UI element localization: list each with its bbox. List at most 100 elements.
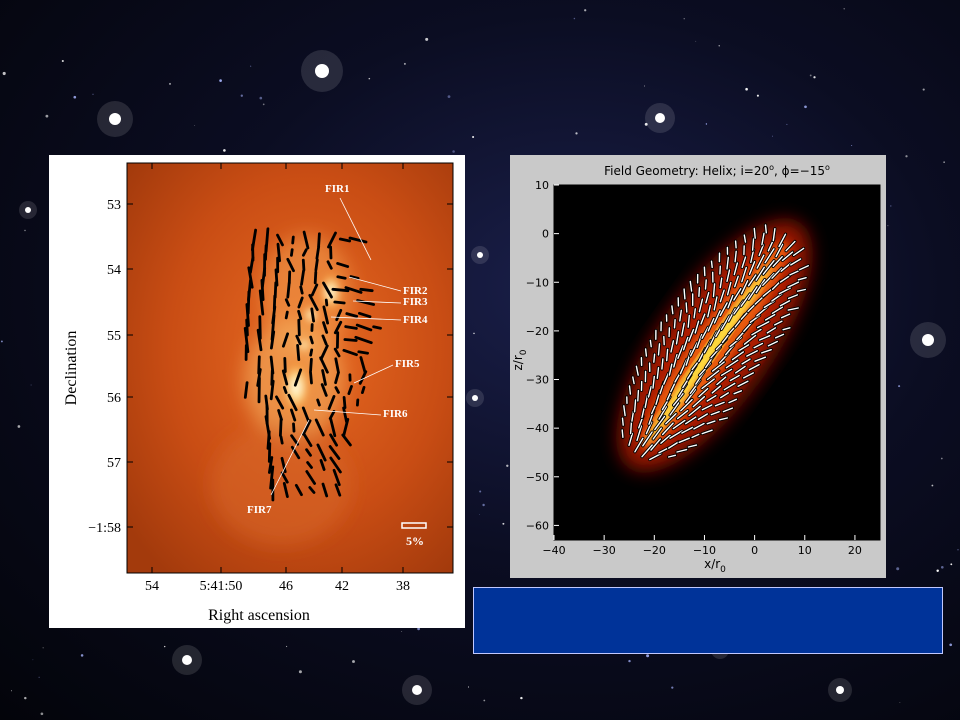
- model-vector: [777, 286, 792, 296]
- model-vector: [734, 239, 738, 250]
- model-vector-line: [755, 266, 766, 281]
- model-vector: [778, 299, 792, 308]
- model-x-axis-label: x/r0: [704, 557, 726, 575]
- model-vector-line: [743, 234, 747, 243]
- model-vector-line: [676, 448, 688, 453]
- model-vector-line: [632, 376, 635, 385]
- model-vector: [686, 443, 699, 449]
- model-vector: [711, 360, 726, 373]
- polarization-vector: [331, 287, 350, 293]
- model-vector: [718, 276, 724, 290]
- model-vector-line: [756, 320, 770, 329]
- model-vector-line: [785, 240, 796, 252]
- model-vector-line: [734, 240, 737, 249]
- model-vector: [644, 347, 648, 358]
- model-vector: [700, 428, 714, 436]
- model-vector-line: [697, 413, 709, 421]
- star: [898, 385, 901, 388]
- model-vector-line: [650, 438, 662, 451]
- model-vector-line: [727, 294, 734, 309]
- polarization-vector: [347, 384, 353, 396]
- polarization-vector: [338, 237, 352, 243]
- model-vector-line: [631, 410, 635, 422]
- model-vector-line: [688, 328, 695, 342]
- model-vector: [719, 314, 731, 331]
- model-vector-line: [693, 422, 705, 430]
- polarization-vector: [282, 385, 288, 395]
- model-vector: [667, 453, 677, 459]
- model-vector-line: [693, 308, 697, 319]
- model-vector: [659, 433, 672, 445]
- model-vector: [734, 364, 747, 375]
- model-vector: [693, 319, 701, 335]
- model-vector-line: [663, 372, 670, 385]
- model-vector: [670, 304, 675, 316]
- model-vector: [761, 259, 776, 276]
- model-vector-line: [720, 368, 733, 377]
- model-vector: [726, 280, 733, 297]
- model-vector: [728, 373, 741, 383]
- polarization-vector: [344, 325, 358, 330]
- star: [520, 696, 523, 700]
- star: [851, 144, 853, 146]
- model-vector: [774, 332, 786, 340]
- model-vector-line: [672, 392, 684, 406]
- polarization-vector: [310, 283, 319, 297]
- y-tick-label: −20: [526, 325, 549, 338]
- polarization-vector: [319, 459, 326, 471]
- model-vector-line: [621, 429, 624, 438]
- star: [575, 132, 578, 135]
- model-vector-line: [756, 254, 765, 269]
- model-vector: [718, 301, 729, 318]
- star: [194, 125, 196, 127]
- polarization-vector: [355, 323, 373, 332]
- model-vector-line: [649, 339, 652, 348]
- y-tick-label: 55: [107, 329, 121, 344]
- star: [584, 9, 587, 12]
- model-vector: [664, 412, 678, 426]
- star: [695, 40, 697, 42]
- polarization-vector: [289, 408, 297, 422]
- model-vector: [739, 292, 752, 308]
- polarization-vector: [349, 275, 360, 280]
- star: [452, 150, 455, 153]
- model-vector-line: [667, 454, 677, 458]
- polarization-vector: [336, 262, 350, 268]
- model-vector: [780, 312, 792, 320]
- polarization-vector: [301, 258, 306, 272]
- polarization-vector: [301, 406, 311, 424]
- model-vector-line: [797, 276, 807, 281]
- model-vector-line: [698, 298, 704, 313]
- model-vector-line: [678, 437, 691, 443]
- star: [950, 563, 953, 566]
- model-vector-line: [623, 405, 626, 417]
- model-vector: [705, 419, 717, 426]
- star: [24, 229, 26, 232]
- model-vector: [711, 282, 717, 299]
- source-leader-line: [348, 276, 402, 292]
- star: [368, 77, 371, 80]
- model-vector-line: [649, 453, 662, 461]
- star: [887, 225, 889, 227]
- model-vector: [755, 253, 766, 270]
- model-vector: [640, 443, 654, 459]
- model-vector-line: [701, 429, 713, 435]
- polarization-vector: [301, 419, 312, 436]
- model-vector-line: [781, 251, 794, 262]
- model-vector-line: [642, 431, 653, 447]
- model-vector-line: [681, 426, 694, 434]
- model-vector-line: [740, 279, 749, 295]
- model-vector: [644, 420, 654, 436]
- model-vector: [747, 363, 761, 372]
- model-vector-line: [748, 260, 756, 276]
- y-axis-label: Declination: [63, 331, 80, 406]
- model-vector: [752, 226, 757, 240]
- source-label: FIR1: [325, 183, 349, 195]
- model-vector: [733, 249, 738, 264]
- model-vector: [773, 319, 784, 327]
- polarization-vector: [245, 318, 249, 337]
- model-vector-line: [658, 405, 668, 420]
- polarization-vector: [316, 398, 321, 407]
- model-vector: [740, 255, 748, 270]
- source-label: FIR3: [403, 296, 428, 308]
